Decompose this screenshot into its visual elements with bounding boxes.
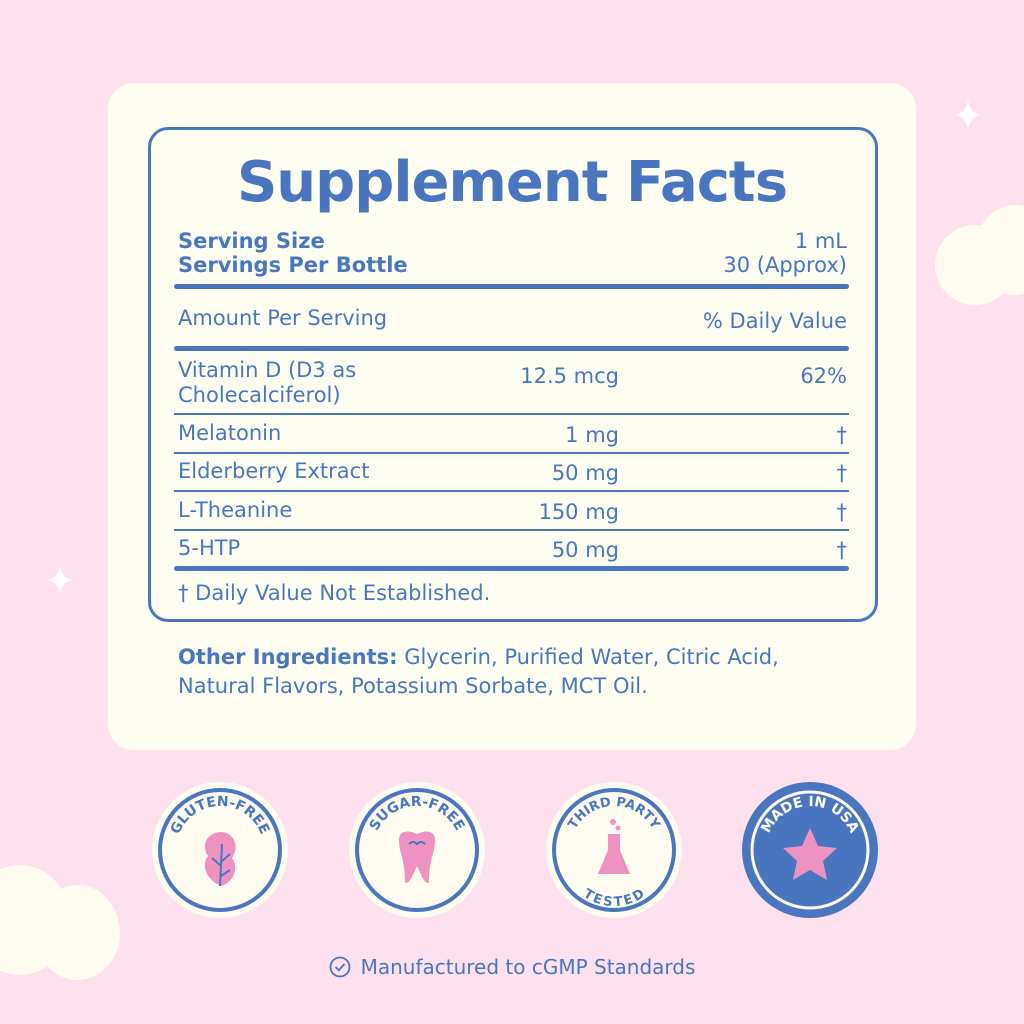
cgmp-notice: Manufactured to cGMP Standards [0,955,1024,979]
servings-per-container-value: 30 (Approx) [723,253,847,277]
page-title: Supplement Facts [236,150,788,215]
other-ingredients-line2: Natural Flavors, Potassium Sorbate, MCT … [178,674,648,698]
supplement-facts-panel [148,127,878,622]
nutrient-name: Vitamin D (D3 as [178,358,357,382]
serving-size-label: Serving Size [178,229,325,253]
divider [174,413,849,415]
nutrient-dv: 62% [800,364,847,388]
cloud-decoration [35,885,120,980]
nutrient-name: L-Theanine [178,498,293,522]
daily-value-label: % Daily Value [702,309,847,333]
badge-text: TESTED [581,886,648,910]
leaf-icon [204,832,236,887]
made-in-usa-badge: MADE IN USA [742,782,878,918]
nutrient-dv: † [836,461,848,485]
check-circle-icon [329,956,350,978]
flask-icon [598,819,630,874]
nutrient-amount: 150 mg [538,500,619,524]
gluten-free-badge: GLUTEN-FREE [152,782,288,918]
divider [174,490,849,492]
divider [174,566,849,571]
servings-per-container-label: Servings Per Bottle [178,253,408,277]
nutrient-amount: 1 mg [565,423,619,447]
other-ingredients-label: Other Ingredients: [178,645,398,669]
nutrient-dv: † [836,500,848,524]
nutrient-dv: † [836,538,848,562]
divider [174,529,849,531]
nutrient-name: Melatonin [178,421,282,445]
other-ingredients-line1: Glycerin, Purified Water, Citric Acid, [397,645,779,669]
other-ingredients: Other Ingredients: Glycerin, Purified Wa… [178,645,779,669]
footnote: † Daily Value Not Established. [178,581,491,605]
sparkle-icon [955,100,981,130]
nutrient-dv: † [836,423,848,447]
serving-size-value: 1 mL [794,229,847,253]
star-icon [783,828,837,880]
nutrient-amount: 50 mg [551,461,619,485]
divider [174,452,849,454]
divider [174,284,849,289]
divider [174,346,849,351]
sugar-free-badge: SUGAR-FREE [349,782,485,918]
third-party-tested-badge: THIRD PARTY TESTED [546,782,682,918]
svg-text:TESTED: TESTED [581,886,648,910]
amount-per-serving-label: Amount Per Serving [178,306,388,330]
nutrient-amount: 12.5 mcg [520,364,619,388]
sparkle-icon [48,566,72,594]
nutrient-name: Cholecalciferol) [178,383,341,407]
tooth-icon [399,831,435,883]
nutrient-amount: 50 mg [551,538,619,562]
supplement-card [108,83,916,750]
nutrient-name: Elderberry Extract [178,459,370,483]
cgmp-text: Manufactured to cGMP Standards [360,955,696,979]
nutrient-name: 5-HTP [178,536,241,560]
